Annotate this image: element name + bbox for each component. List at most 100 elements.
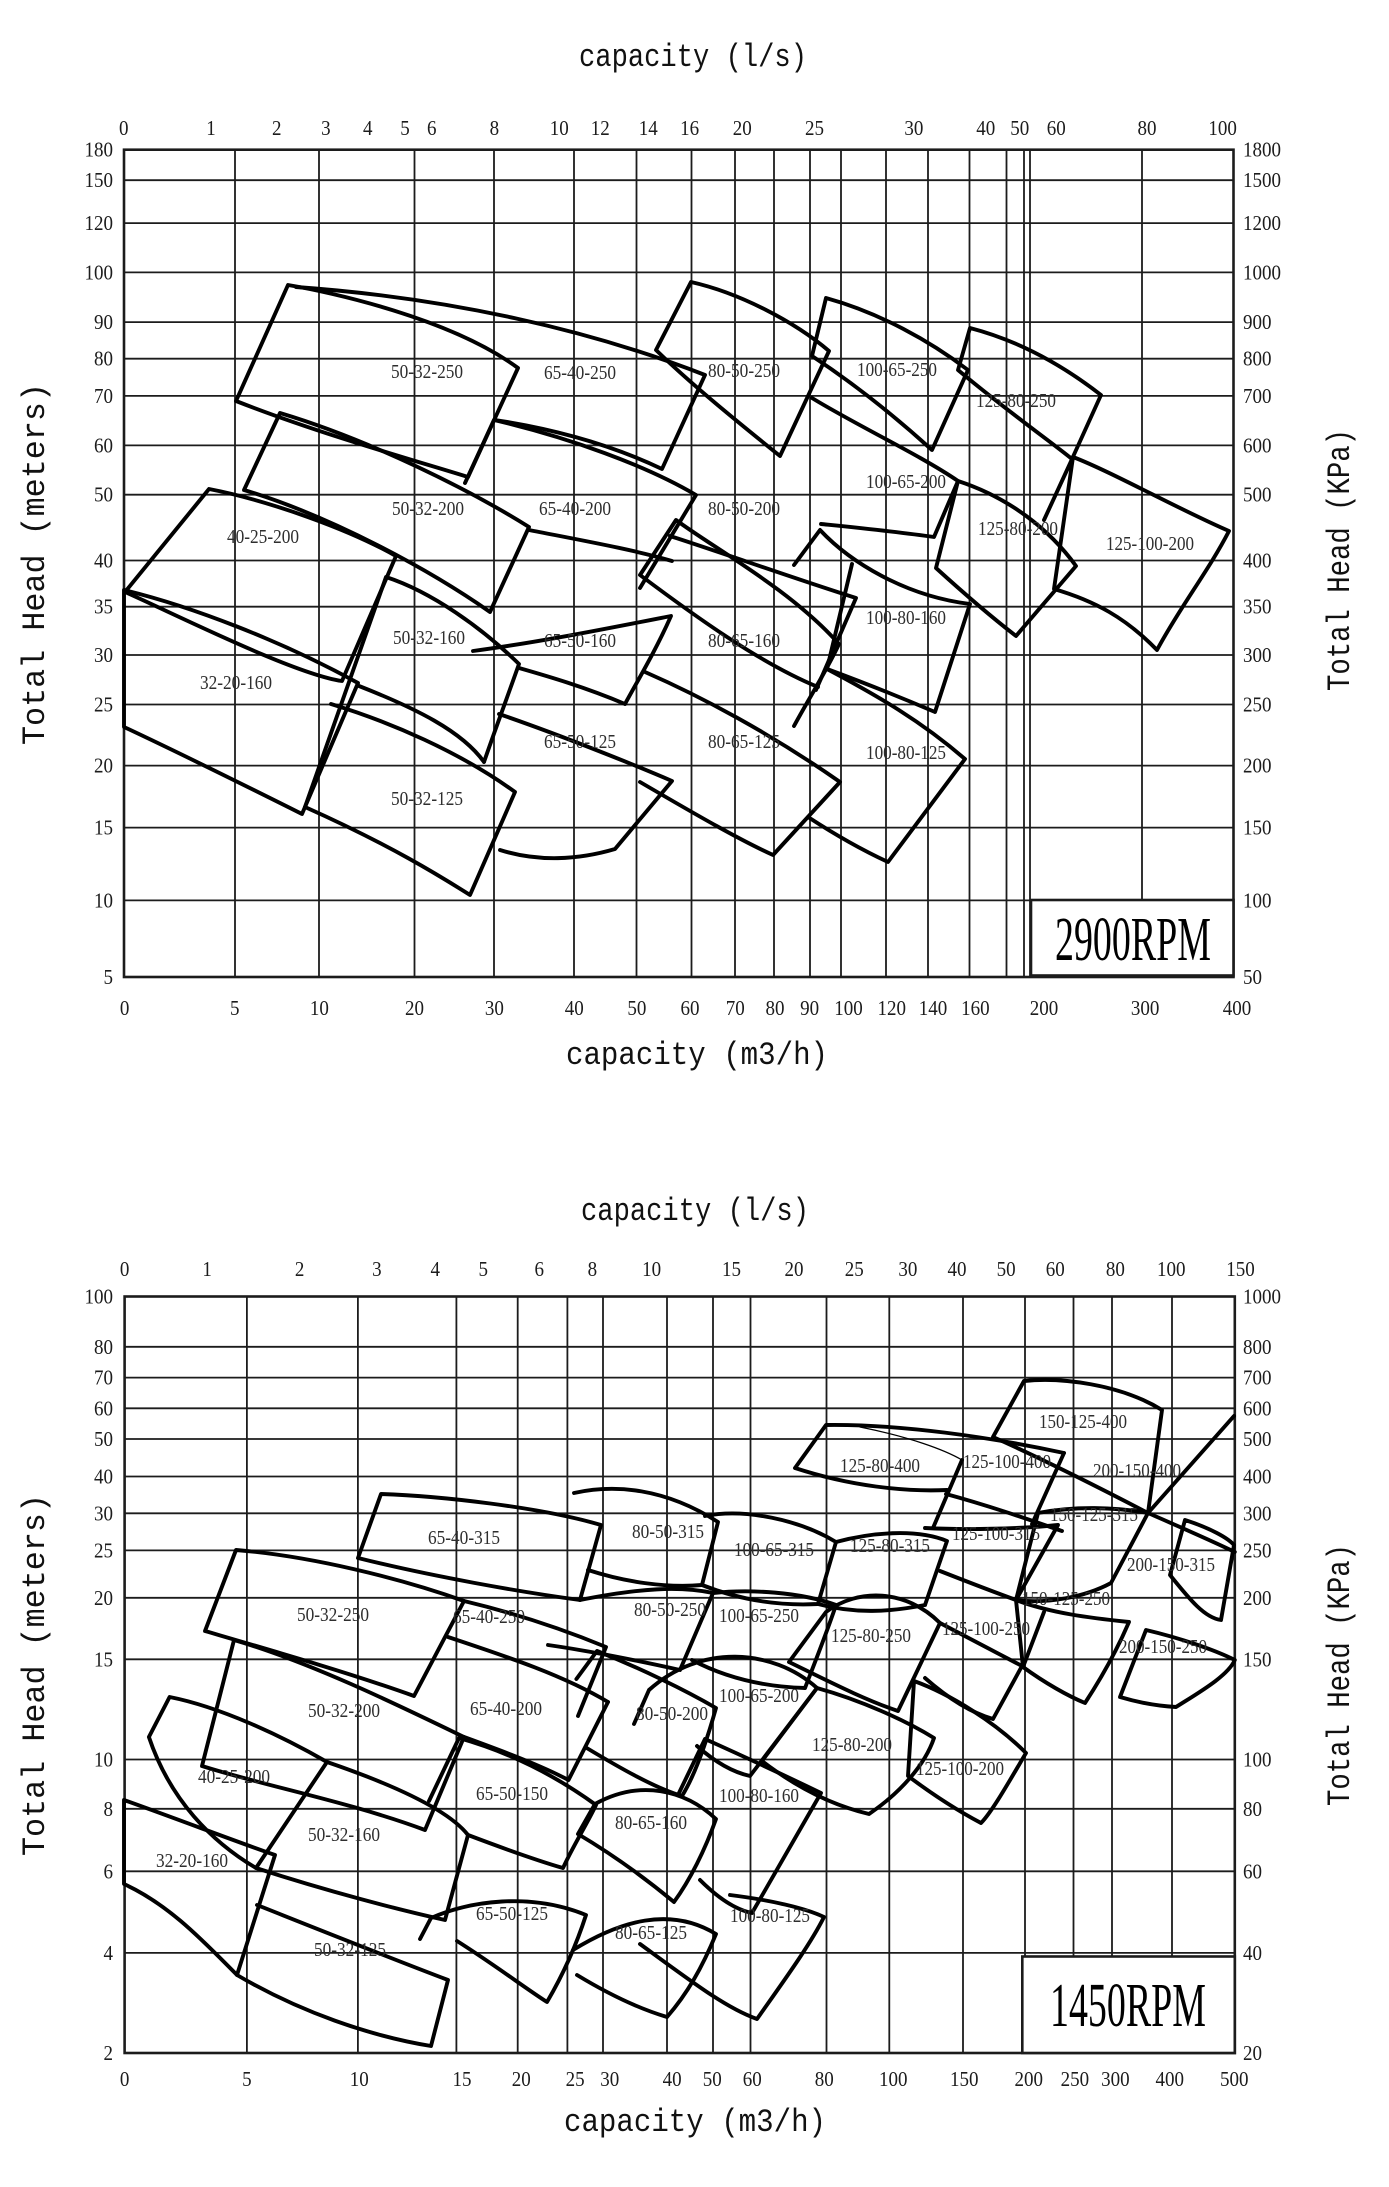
svg-text:200-150-250: 200-150-250: [1119, 1636, 1207, 1658]
svg-text:8: 8: [490, 116, 500, 140]
svg-text:400: 400: [1156, 2067, 1185, 2091]
svg-text:Total Head (meters): Total Head (meters): [17, 1494, 54, 1856]
svg-text:1000: 1000: [1243, 260, 1281, 284]
svg-text:50-32-200: 50-32-200: [308, 1700, 380, 1722]
svg-text:20: 20: [1243, 2041, 1262, 2065]
svg-text:200-150-315: 200-150-315: [1127, 1554, 1215, 1576]
svg-text:30: 30: [485, 996, 504, 1020]
svg-text:25: 25: [845, 1257, 864, 1281]
svg-text:50: 50: [703, 2067, 722, 2091]
svg-text:15: 15: [94, 1647, 113, 1671]
svg-text:5: 5: [400, 116, 410, 140]
svg-text:6: 6: [535, 1257, 545, 1281]
svg-text:125-100-200: 125-100-200: [916, 1758, 1004, 1780]
svg-text:125-80-200: 125-80-200: [978, 518, 1058, 540]
svg-text:16: 16: [680, 116, 699, 140]
svg-text:80: 80: [1243, 1797, 1262, 1821]
svg-text:400: 400: [1243, 549, 1272, 573]
svg-text:capacity (m3/h): capacity (m3/h): [566, 1037, 828, 1074]
svg-text:60: 60: [94, 433, 113, 457]
svg-text:0: 0: [120, 1257, 130, 1281]
svg-text:800: 800: [1243, 1335, 1272, 1359]
svg-text:20: 20: [405, 996, 424, 1020]
svg-text:capacity (l/s): capacity (l/s): [579, 39, 807, 76]
svg-text:35: 35: [94, 595, 113, 619]
svg-text:5: 5: [104, 965, 114, 989]
svg-text:capacity (l/s): capacity (l/s): [581, 1193, 809, 1230]
svg-text:180: 180: [85, 138, 114, 162]
svg-text:120: 120: [877, 996, 906, 1020]
svg-text:80-65-160: 80-65-160: [708, 630, 780, 652]
svg-text:40: 40: [663, 2067, 682, 2091]
svg-text:65-50-125: 65-50-125: [476, 1903, 548, 1925]
svg-text:15: 15: [94, 816, 113, 840]
svg-text:700: 700: [1243, 384, 1272, 408]
svg-text:125-100-250: 125-100-250: [942, 1618, 1030, 1640]
svg-text:25: 25: [94, 693, 113, 717]
svg-text:20: 20: [512, 2067, 531, 2091]
svg-text:100: 100: [879, 2067, 908, 2091]
svg-text:60: 60: [1046, 1257, 1065, 1281]
svg-text:125-100-400: 125-100-400: [963, 1451, 1051, 1473]
svg-text:100: 100: [1208, 116, 1237, 140]
svg-text:40-25-200: 40-25-200: [227, 526, 299, 548]
svg-text:700: 700: [1243, 1366, 1272, 1390]
svg-text:120: 120: [85, 211, 114, 235]
svg-text:1800: 1800: [1243, 138, 1281, 162]
svg-text:0: 0: [120, 2067, 130, 2091]
svg-text:3: 3: [372, 1257, 382, 1281]
svg-text:80: 80: [1106, 1257, 1125, 1281]
svg-text:50: 50: [1010, 116, 1029, 140]
svg-text:8: 8: [104, 1797, 114, 1821]
svg-text:capacity (m3/h): capacity (m3/h): [564, 2104, 826, 2141]
svg-text:100-80-125: 100-80-125: [730, 1905, 810, 1927]
svg-text:40: 40: [976, 116, 995, 140]
svg-text:100: 100: [85, 1285, 114, 1309]
svg-text:80: 80: [815, 2067, 834, 2091]
svg-text:60: 60: [743, 2067, 762, 2091]
svg-text:Total Head (meters): Total Head (meters): [17, 383, 54, 745]
svg-text:80-65-160: 80-65-160: [615, 1812, 687, 1834]
svg-text:5: 5: [478, 1257, 488, 1281]
svg-text:70: 70: [94, 1366, 113, 1390]
svg-text:1500: 1500: [1243, 168, 1281, 192]
svg-text:10: 10: [550, 116, 569, 140]
svg-text:50: 50: [1243, 965, 1262, 989]
svg-text:50: 50: [94, 1427, 113, 1451]
svg-text:200: 200: [1015, 2067, 1044, 2091]
svg-text:5: 5: [242, 2067, 252, 2091]
svg-text:25: 25: [94, 1538, 113, 1562]
svg-text:4: 4: [363, 116, 373, 140]
svg-text:100-65-200: 100-65-200: [866, 471, 946, 493]
svg-text:80-50-315: 80-50-315: [632, 1521, 704, 1543]
svg-text:40-25-200: 40-25-200: [198, 1766, 270, 1788]
svg-text:100-80-160: 100-80-160: [719, 1785, 799, 1807]
svg-text:65-50-150: 65-50-150: [476, 1783, 548, 1805]
svg-text:8: 8: [588, 1257, 598, 1281]
svg-text:80-65-125: 80-65-125: [708, 731, 780, 753]
svg-text:160: 160: [961, 996, 990, 1020]
svg-text:300: 300: [1131, 996, 1160, 1020]
svg-text:600: 600: [1243, 433, 1272, 457]
svg-text:150-125-250: 150-125-250: [1022, 1588, 1110, 1610]
svg-text:100-65-200: 100-65-200: [719, 1685, 799, 1707]
svg-text:900: 900: [1243, 310, 1272, 334]
svg-text:40: 40: [1243, 1941, 1262, 1965]
svg-text:60: 60: [681, 996, 700, 1020]
svg-text:125-80-200: 125-80-200: [812, 1734, 892, 1756]
svg-text:1: 1: [206, 116, 216, 140]
svg-text:90: 90: [800, 996, 819, 1020]
svg-text:100: 100: [1243, 888, 1272, 912]
svg-text:200: 200: [1030, 996, 1059, 1020]
svg-text:125-100-315: 125-100-315: [952, 1523, 1040, 1545]
svg-text:60: 60: [94, 1396, 113, 1420]
svg-text:1: 1: [202, 1257, 212, 1281]
svg-text:15: 15: [722, 1257, 741, 1281]
svg-text:65-40-200: 65-40-200: [470, 1698, 542, 1720]
svg-text:20: 20: [733, 116, 752, 140]
svg-text:0: 0: [119, 116, 129, 140]
svg-text:32-20-160: 32-20-160: [156, 1850, 228, 1872]
svg-text:50-32-160: 50-32-160: [393, 627, 465, 649]
svg-text:150-125-315: 150-125-315: [1050, 1504, 1138, 1526]
svg-text:2: 2: [104, 2041, 114, 2065]
